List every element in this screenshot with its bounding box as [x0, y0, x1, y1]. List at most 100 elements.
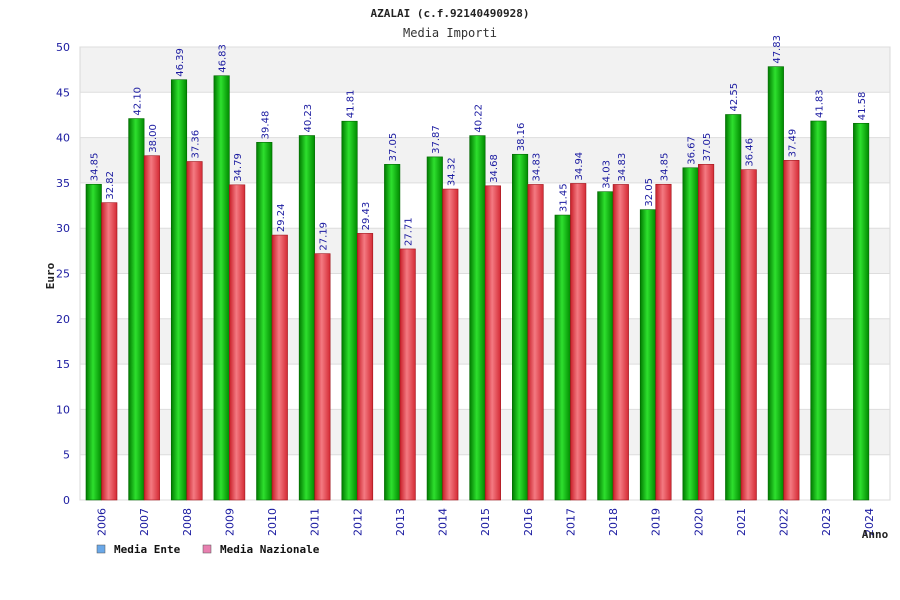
bar-media-nazionale-2014 — [442, 188, 459, 501]
data-label-media-ente-2009: 46.83 — [218, 44, 229, 73]
bar-media-ente-2006 — [85, 183, 102, 501]
y-axis-label: Euro — [44, 262, 57, 289]
legend-label-media-nazionale: Media Nazionale — [220, 543, 320, 556]
bar-media-nazionale-2021 — [740, 169, 757, 501]
data-label-media-ente-2022: 47.83 — [772, 35, 783, 64]
bar-media-nazionale-2011 — [314, 253, 331, 501]
data-label-media-nazionale-2013: 27.71 — [404, 217, 415, 246]
y-tick-label: 40 — [56, 132, 70, 145]
bar-media-ente-2023 — [810, 120, 827, 501]
y-tick-label: 15 — [56, 358, 70, 371]
x-tick-label-2007: 2007 — [138, 508, 151, 536]
bar-media-nazionale-2020 — [698, 164, 715, 501]
y-tick-label: 0 — [63, 494, 70, 507]
data-label-media-nazionale-2010: 29.24 — [276, 203, 287, 232]
data-label-media-nazionale-2012: 29.43 — [361, 202, 372, 231]
bar-media-ente-2021 — [725, 114, 742, 501]
y-tick-label: 35 — [56, 177, 70, 190]
x-tick-label-2021: 2021 — [735, 508, 748, 536]
data-label-media-ente-2008: 46.39 — [175, 48, 186, 77]
data-label-media-ente-2013: 37.05 — [388, 133, 399, 162]
bar-media-nazionale-2006 — [101, 202, 118, 501]
bar-media-ente-2020 — [682, 167, 699, 501]
chart-subtitle: Media Importi — [403, 26, 497, 40]
x-tick-label-2009: 2009 — [223, 508, 236, 536]
bar-media-ente-2007 — [128, 118, 145, 501]
data-label-media-ente-2014: 37.87 — [431, 125, 442, 154]
data-label-media-ente-2011: 40.23 — [303, 104, 314, 133]
data-label-media-ente-2015: 40.22 — [473, 104, 484, 133]
data-label-media-ente-2024: 41.58 — [857, 92, 868, 121]
bar-media-ente-2024 — [853, 122, 870, 501]
bar-media-ente-2016 — [512, 153, 529, 501]
data-label-media-nazionale-2015: 34.68 — [489, 154, 500, 183]
y-tick-label: 10 — [56, 403, 70, 416]
bar-media-nazionale-2010 — [271, 234, 288, 501]
bar-media-nazionale-2017 — [570, 183, 587, 501]
data-label-media-nazionale-2008: 37.36 — [191, 130, 202, 159]
y-tick-label: 25 — [56, 268, 70, 281]
chart-title: AZALAI (c.f.92140490928) — [371, 7, 530, 20]
data-label-media-nazionale-2020: 37.05 — [702, 133, 713, 162]
data-label-media-ente-2020: 36.67 — [687, 136, 698, 165]
bar-media-nazionale-2013 — [399, 248, 416, 501]
data-label-media-nazionale-2016: 34.83 — [532, 153, 543, 182]
x-tick-label-2008: 2008 — [181, 508, 194, 536]
data-label-media-nazionale-2006: 32.82 — [105, 171, 116, 200]
legend-label-media-ente: Media Ente — [114, 543, 181, 556]
bar-media-ente-2013 — [384, 164, 401, 501]
data-label-media-ente-2016: 38.16 — [516, 123, 527, 152]
data-label-media-ente-2023: 41.83 — [814, 89, 825, 118]
x-tick-label-2024: 2024 — [863, 508, 876, 536]
x-axis-label: Anno — [862, 528, 889, 541]
y-tick-label: 5 — [63, 449, 70, 462]
bar-media-nazionale-2022 — [783, 160, 800, 501]
bar-media-nazionale-2009 — [229, 184, 246, 501]
data-label-media-nazionale-2022: 37.49 — [787, 129, 798, 158]
bars — [85, 66, 870, 501]
data-label-media-ente-2010: 39.48 — [260, 111, 271, 140]
data-label-media-ente-2018: 34.03 — [601, 160, 612, 189]
bar-media-nazionale-2007 — [143, 155, 160, 501]
bar-media-ente-2008 — [170, 79, 188, 501]
x-tick-label-2014: 2014 — [437, 508, 450, 536]
data-labels: 34.85 32.82 42.10 38.00 46.39 37.36 46.83 34.79… — [90, 35, 868, 251]
bar-media-nazionale-2016 — [527, 184, 544, 501]
y-tick-label: 50 — [56, 41, 70, 54]
data-label-media-ente-2019: 32.05 — [644, 178, 655, 207]
bar-media-nazionale-2019 — [655, 183, 672, 501]
y-tick-label: 20 — [56, 313, 70, 326]
bar-media-ente-2009 — [213, 75, 230, 501]
bar-media-nazionale-2012 — [356, 233, 374, 501]
data-label-media-nazionale-2011: 27.19 — [318, 222, 329, 251]
bar-media-ente-2014 — [426, 156, 443, 501]
data-label-media-ente-2012: 41.81 — [346, 90, 357, 119]
bar-media-ente-2022 — [767, 66, 784, 501]
data-label-media-nazionale-2014: 34.32 — [446, 157, 457, 186]
x-tick-label-2013: 2013 — [394, 508, 407, 536]
x-tick-label-2016: 2016 — [522, 508, 535, 536]
x-tick-label-2010: 2010 — [266, 508, 279, 536]
bar-media-ente-2010 — [256, 142, 273, 501]
y-axis-ticks: 0 5 10 15 20 25 30 35 40 45 50 — [56, 41, 70, 507]
bar-media-nazionale-2018 — [612, 184, 629, 501]
data-label-media-nazionale-2009: 34.79 — [233, 153, 244, 182]
data-label-media-ente-2007: 42.10 — [132, 87, 143, 116]
x-tick-label-2023: 2023 — [820, 508, 833, 536]
x-tick-label-2020: 2020 — [692, 508, 705, 536]
x-tick-label-2011: 2011 — [309, 508, 322, 536]
data-label-media-nazionale-2019: 34.85 — [659, 153, 670, 182]
y-tick-label: 30 — [56, 222, 70, 235]
y-tick-label: 45 — [56, 86, 70, 99]
bar-media-ente-2019 — [639, 209, 657, 501]
data-label-media-ente-2017: 31.45 — [559, 183, 570, 212]
data-label-media-nazionale-2021: 36.46 — [745, 138, 756, 167]
bar-media-nazionale-2015 — [484, 185, 501, 501]
x-tick-label-2019: 2019 — [650, 508, 663, 536]
bar-media-nazionale-2008 — [186, 161, 203, 501]
x-tick-label-2015: 2015 — [479, 508, 492, 536]
x-tick-label-2018: 2018 — [607, 508, 620, 536]
bar-media-ente-2011 — [298, 135, 315, 501]
data-label-media-nazionale-2018: 34.83 — [617, 153, 628, 182]
